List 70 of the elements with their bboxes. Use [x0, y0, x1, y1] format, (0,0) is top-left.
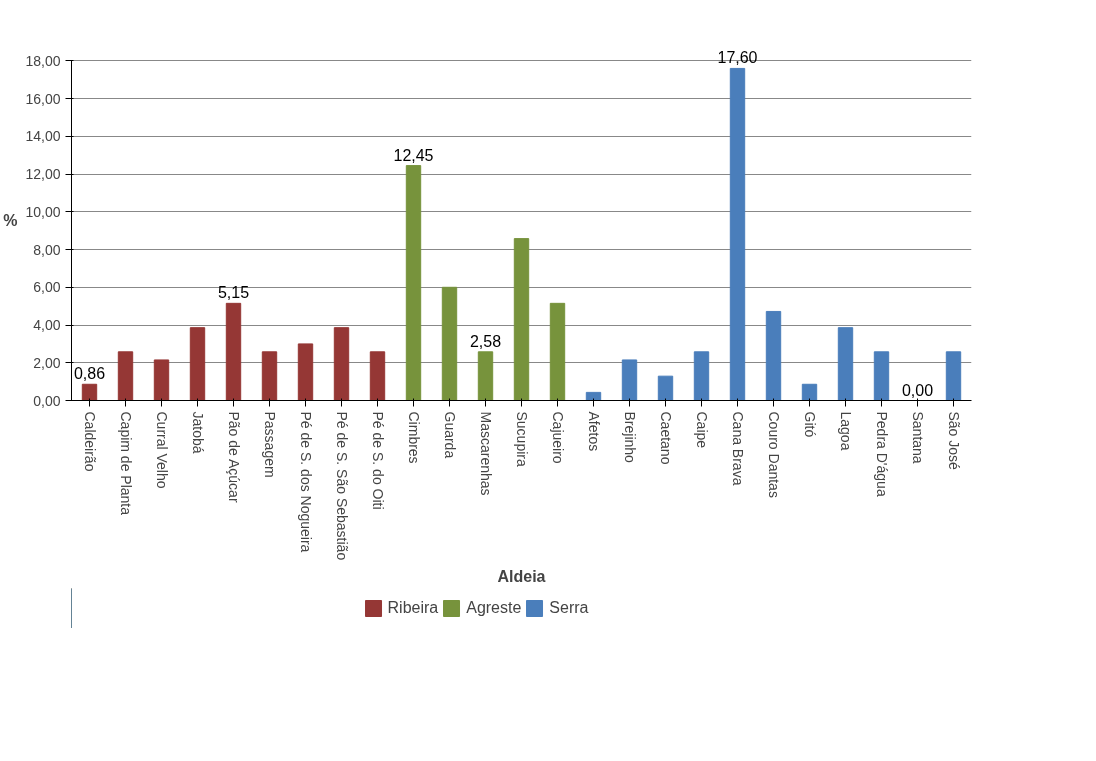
x-tick-label: Cajueiro [549, 411, 566, 464]
bar [225, 302, 242, 401]
x-tick-label: Caldeirão [81, 411, 98, 472]
x-tick-label: Guarda [441, 411, 458, 459]
y-tick-label: 4,00 [33, 317, 61, 334]
bar [945, 351, 962, 401]
bar [405, 165, 422, 401]
x-tick-label: Jatobá [189, 411, 206, 454]
y-tick-label: 2,00 [33, 354, 61, 371]
x-tick-label: Pé de S. do Oiti [369, 411, 386, 510]
y-axis-title: % [3, 212, 18, 229]
x-tick-label: Gitó [801, 411, 818, 438]
x-tick-label: Pedra D'água [873, 411, 890, 497]
bar [189, 327, 206, 401]
bar [297, 343, 314, 401]
x-tick-label: Santana [909, 411, 926, 464]
y-tick-label: 0,00 [33, 392, 61, 409]
x-tick-label: Pé de S. São Sebastião [333, 411, 350, 561]
legend-label: Serra [549, 599, 589, 617]
legend-label: Ribeira [387, 599, 439, 617]
bar [369, 351, 386, 401]
y-tick-label: 6,00 [33, 279, 61, 296]
data-label: 0,86 [73, 365, 106, 383]
x-tick-label: Caipe [693, 411, 710, 449]
bar [153, 359, 170, 401]
x-tick-label: Pão de Açúcar [225, 411, 242, 503]
data-label: 0,00 [901, 381, 934, 399]
x-tick-label: Sucupira [513, 411, 530, 467]
bar [333, 327, 350, 401]
legend-label: Agreste [466, 599, 522, 617]
bar [765, 310, 782, 401]
x-tick-label: São José [945, 411, 962, 471]
bar [81, 383, 98, 401]
x-tick-label: Capim de Planta [117, 411, 134, 516]
y-tick-label: 18,00 [25, 52, 61, 69]
x-axis-title: Aldeia [497, 568, 546, 586]
bar [873, 351, 890, 401]
x-tick-label: Mascarenhas [477, 411, 494, 496]
x-tick-label: Lagoa [837, 411, 854, 451]
data-label: 12,45 [393, 146, 434, 164]
x-tick-label: Cimbres [405, 411, 422, 464]
bar [837, 327, 854, 401]
x-tick-label: Pé de S. dos Nogueira [297, 411, 314, 553]
y-tick-label: 16,00 [25, 90, 61, 107]
data-label: 2,58 [469, 332, 502, 350]
y-tick-label: 8,00 [33, 241, 61, 258]
x-tick-label: Brejinho [621, 411, 638, 464]
x-tick-label: Couro Dantas [765, 411, 782, 498]
bar [657, 375, 674, 401]
bar [441, 286, 458, 401]
x-tick-label: Passagem [261, 411, 278, 478]
x-tick-label: Afetos [585, 411, 602, 452]
data-label: 17,60 [717, 49, 758, 67]
bar [117, 351, 134, 401]
x-tick-label: Curral Velho [153, 411, 170, 489]
x-tick-label: Caetano [657, 411, 674, 465]
bar [477, 351, 494, 401]
bar [585, 391, 602, 401]
bar [513, 238, 530, 401]
bar [729, 67, 746, 401]
bar [693, 351, 710, 401]
x-tick-label: Cana Brava [729, 411, 746, 486]
data-label: 5,15 [217, 284, 250, 302]
y-tick-label: 12,00 [25, 166, 61, 183]
bar [801, 383, 818, 401]
bar [621, 359, 638, 401]
y-tick-label: 10,00 [25, 203, 61, 220]
y-tick-label: 14,00 [25, 128, 61, 145]
bar [261, 351, 278, 401]
bar [549, 302, 566, 401]
